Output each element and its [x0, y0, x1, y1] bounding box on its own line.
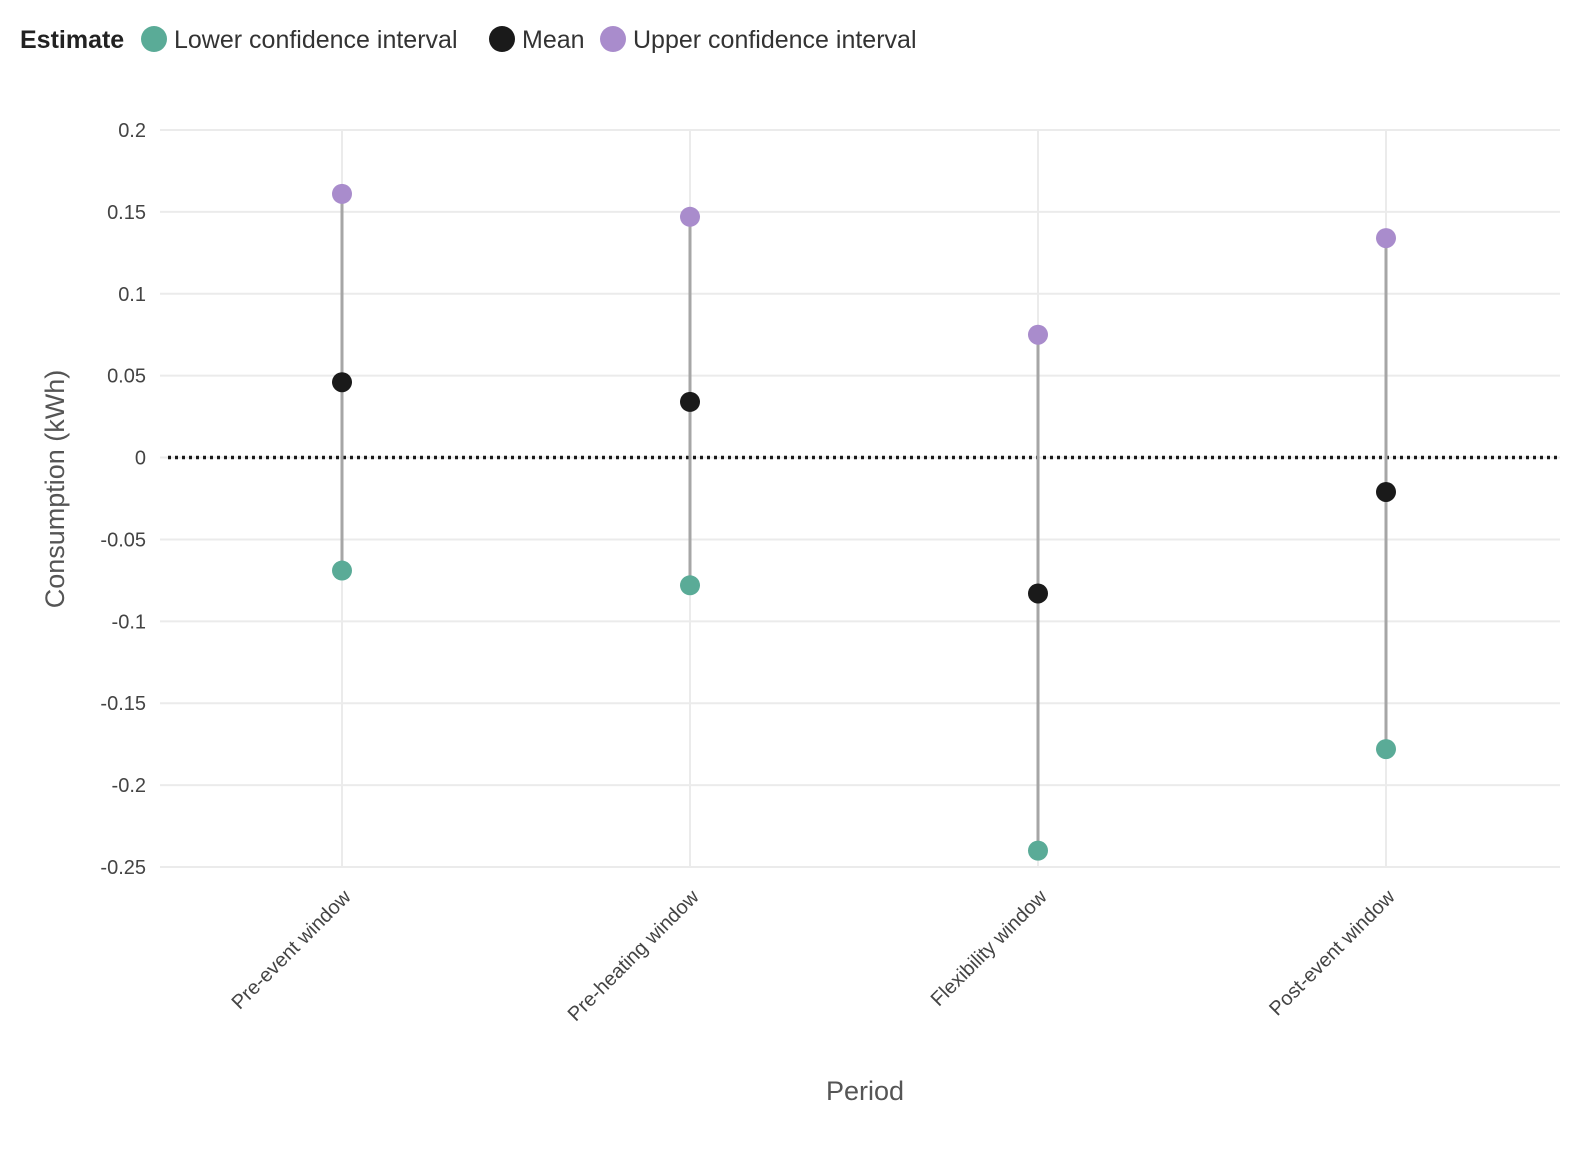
y-tick-label: 0	[135, 448, 146, 470]
interval-lines	[340, 193, 1388, 851]
upper-ci-point	[680, 206, 700, 227]
legend-marker-mean	[489, 26, 515, 52]
legend-label-upper: Upper confidence interval	[633, 26, 917, 54]
y-axis-title: Consumption (kWh)	[40, 370, 70, 609]
legend-label-lower: Lower confidence interval	[174, 26, 458, 54]
mean-point	[1376, 481, 1396, 502]
y-tick-label: 0.1	[118, 284, 146, 306]
x-tick-label: Pre-event window	[228, 886, 356, 1014]
legend-marker-lower	[141, 26, 167, 52]
mean-point	[332, 372, 352, 393]
data-points	[332, 183, 1396, 861]
upper-ci-point	[1376, 228, 1396, 249]
x-tick-label: Pre-heating window	[564, 886, 704, 1026]
y-tick-label: -0.05	[100, 529, 146, 551]
y-axis-ticks: 0.2 0.15 0.1 0.05 0 -0.05 -0.1 -0.15 -0.2 -0.25	[100, 120, 146, 879]
lower-ci-point	[680, 575, 700, 596]
x-axis-title: Period	[826, 1076, 904, 1106]
x-axis-ticks: Pre-event window Pre-heating window Flexib…	[228, 886, 1400, 1026]
y-tick-label: -0.25	[100, 857, 146, 879]
y-tick-label: 0.2	[118, 120, 146, 142]
y-tick-label: -0.2	[112, 775, 146, 797]
legend-label-mean: Mean	[522, 26, 585, 54]
y-tick-label: 0.05	[107, 366, 146, 388]
y-tick-label: 0.15	[107, 202, 146, 224]
y-tick-label: -0.1	[112, 611, 146, 633]
legend-marker-upper	[600, 26, 626, 52]
lower-ci-point	[1028, 840, 1048, 861]
lower-ci-point	[1376, 739, 1396, 760]
grid	[160, 129, 1560, 868]
mean-point	[680, 391, 700, 412]
upper-ci-point	[332, 183, 352, 204]
mean-point	[1028, 583, 1048, 604]
legend: Estimate Lower confidence interval Mean …	[20, 26, 917, 54]
y-tick-label: -0.15	[100, 693, 146, 715]
upper-ci-point	[1028, 324, 1048, 345]
x-tick-label: Post-event window	[1265, 886, 1400, 1021]
x-tick-label: Flexibility window	[927, 886, 1052, 1011]
legend-title: Estimate	[20, 26, 124, 54]
lower-ci-point	[332, 560, 352, 581]
